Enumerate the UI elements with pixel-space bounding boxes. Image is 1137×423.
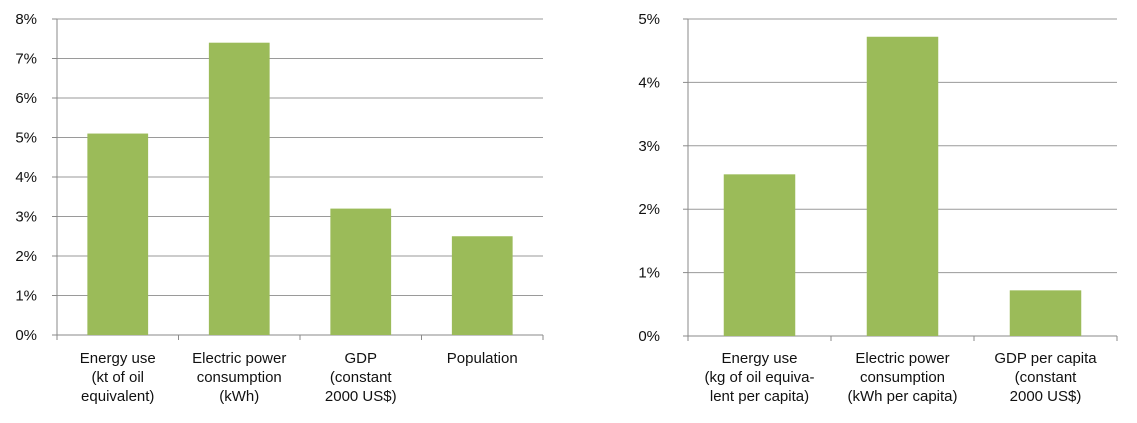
y-tick-label: 2%: [638, 201, 660, 218]
bar: [87, 133, 149, 335]
y-tick-label: 5%: [15, 130, 37, 147]
y-tick-label: 2%: [15, 248, 37, 265]
category-label: Electric power consumption (kWh): [192, 350, 286, 405]
category-label: GDP (constant 2000 US$): [325, 350, 397, 405]
y-tick-label: 8%: [15, 11, 37, 28]
bar: [451, 236, 513, 335]
bar: [723, 174, 796, 336]
category-label: Energy use (kt of oil equivalent): [80, 350, 156, 405]
y-tick-label: 4%: [15, 169, 37, 186]
category-label: Population: [447, 350, 518, 367]
category-label: Electric power consumption (kWh per capita…: [847, 350, 957, 405]
chart-total-growth: 0% 1% 2% 3% 4% 5% 6% 7% 8% Energy use (kt of oil eq…: [15, 11, 544, 405]
y-tick-label: 6%: [15, 90, 37, 107]
y-tick-label: 3%: [638, 138, 660, 155]
y-tick-label: 4%: [638, 74, 660, 91]
y-tick-label: 0%: [638, 328, 660, 345]
y-tick-label: 5%: [638, 11, 660, 28]
y-tick-label: 7%: [15, 51, 37, 68]
y-tick-label: 3%: [15, 209, 37, 226]
y-tick-label: 1%: [638, 265, 660, 282]
bar: [1009, 290, 1082, 336]
bar: [866, 36, 939, 336]
category-label: GDP per capita (constant 2000 US$): [994, 350, 1097, 405]
y-tick-label: 0%: [15, 327, 37, 344]
bar: [208, 42, 270, 335]
chart-per-capita-growth: 0% 1% 2% 3% 4% 5% Energy use (kg of oil equiva-…: [638, 11, 1118, 405]
bar: [330, 208, 392, 335]
y-tick-label: 1%: [15, 288, 37, 305]
category-label: Energy use (kg of oil equiva-lent per cap…: [704, 350, 814, 405]
